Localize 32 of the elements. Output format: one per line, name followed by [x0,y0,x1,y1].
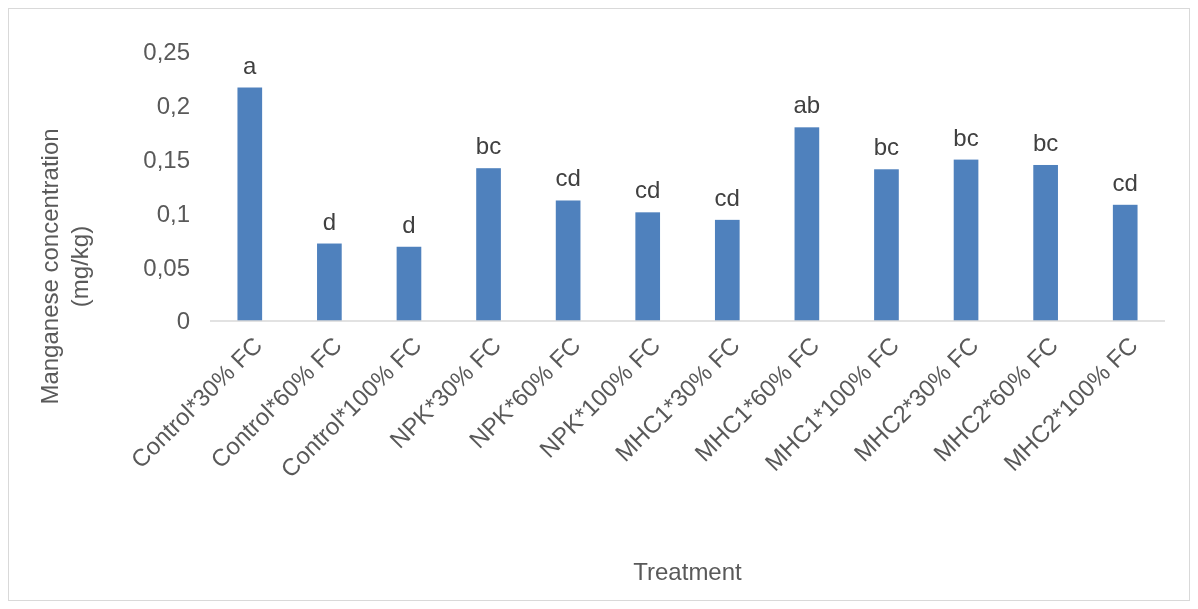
annotation: cd [714,183,740,211]
bar [237,87,263,321]
annotation: cd [635,176,661,204]
annotation: d [402,210,416,238]
bar [874,169,899,321]
y-tick-label: 0 [176,307,190,335]
bar [1033,164,1058,321]
bar [635,212,661,321]
annotation: ab [793,91,821,119]
annotation: cd [555,164,581,192]
annotation: a [243,51,258,79]
annotation: d [322,207,337,235]
annotation: bc [475,132,502,160]
bar [794,127,820,321]
bar [317,243,342,321]
y-tick-label: 0,05 [143,253,190,281]
bar [953,159,979,321]
y-tick-label: 0,1 [156,199,190,227]
annotation: bc [953,123,979,151]
bar [476,168,501,321]
y-tick-label: 0,25 [143,38,190,66]
bar [396,246,422,321]
annotation: bc [873,133,900,161]
bar [1112,204,1138,321]
bar [555,200,581,321]
x-axis-title: Treatment [633,558,743,585]
y-tick-label: 0,2 [156,92,190,120]
annotation: cd [1112,168,1138,196]
bar [714,219,740,321]
annotation: bc [1032,128,1059,156]
y-tick-label: 0,15 [143,146,190,173]
y-axis-title: Manganese concentration (mg/kg) [36,128,93,405]
